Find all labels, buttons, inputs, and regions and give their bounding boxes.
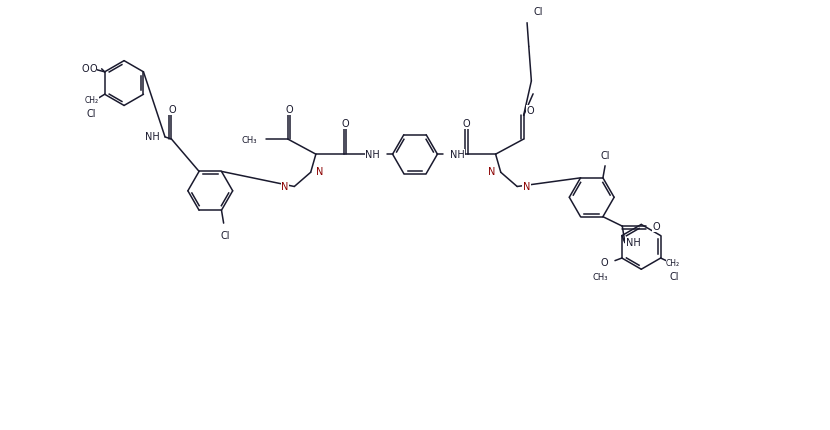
Text: N: N [281, 181, 289, 191]
Text: O: O [168, 105, 176, 115]
Text: NH: NH [451, 150, 465, 160]
Text: O: O [652, 221, 660, 232]
Text: N: N [523, 181, 530, 191]
Text: O: O [462, 119, 470, 129]
Text: O: O [90, 63, 97, 74]
Text: CH₂: CH₂ [85, 96, 99, 105]
Text: O: O [341, 119, 349, 129]
Text: O: O [526, 106, 534, 116]
Text: N: N [488, 167, 496, 177]
Text: Cl: Cl [670, 271, 679, 281]
Text: Cl: Cl [534, 7, 543, 17]
Text: Cl: Cl [600, 150, 610, 160]
Text: O: O [600, 258, 608, 268]
Text: NH: NH [144, 132, 159, 142]
Text: NH: NH [626, 237, 641, 247]
Text: CH₃: CH₃ [593, 272, 608, 281]
Text: CH₂: CH₂ [666, 259, 680, 267]
Text: CH₃: CH₃ [242, 135, 256, 144]
Text: NH: NH [365, 150, 379, 160]
Text: Cl: Cl [220, 230, 230, 240]
Text: O: O [82, 63, 90, 74]
Text: N: N [316, 167, 324, 177]
Text: O: O [286, 105, 293, 115]
Text: Cl: Cl [87, 109, 96, 119]
